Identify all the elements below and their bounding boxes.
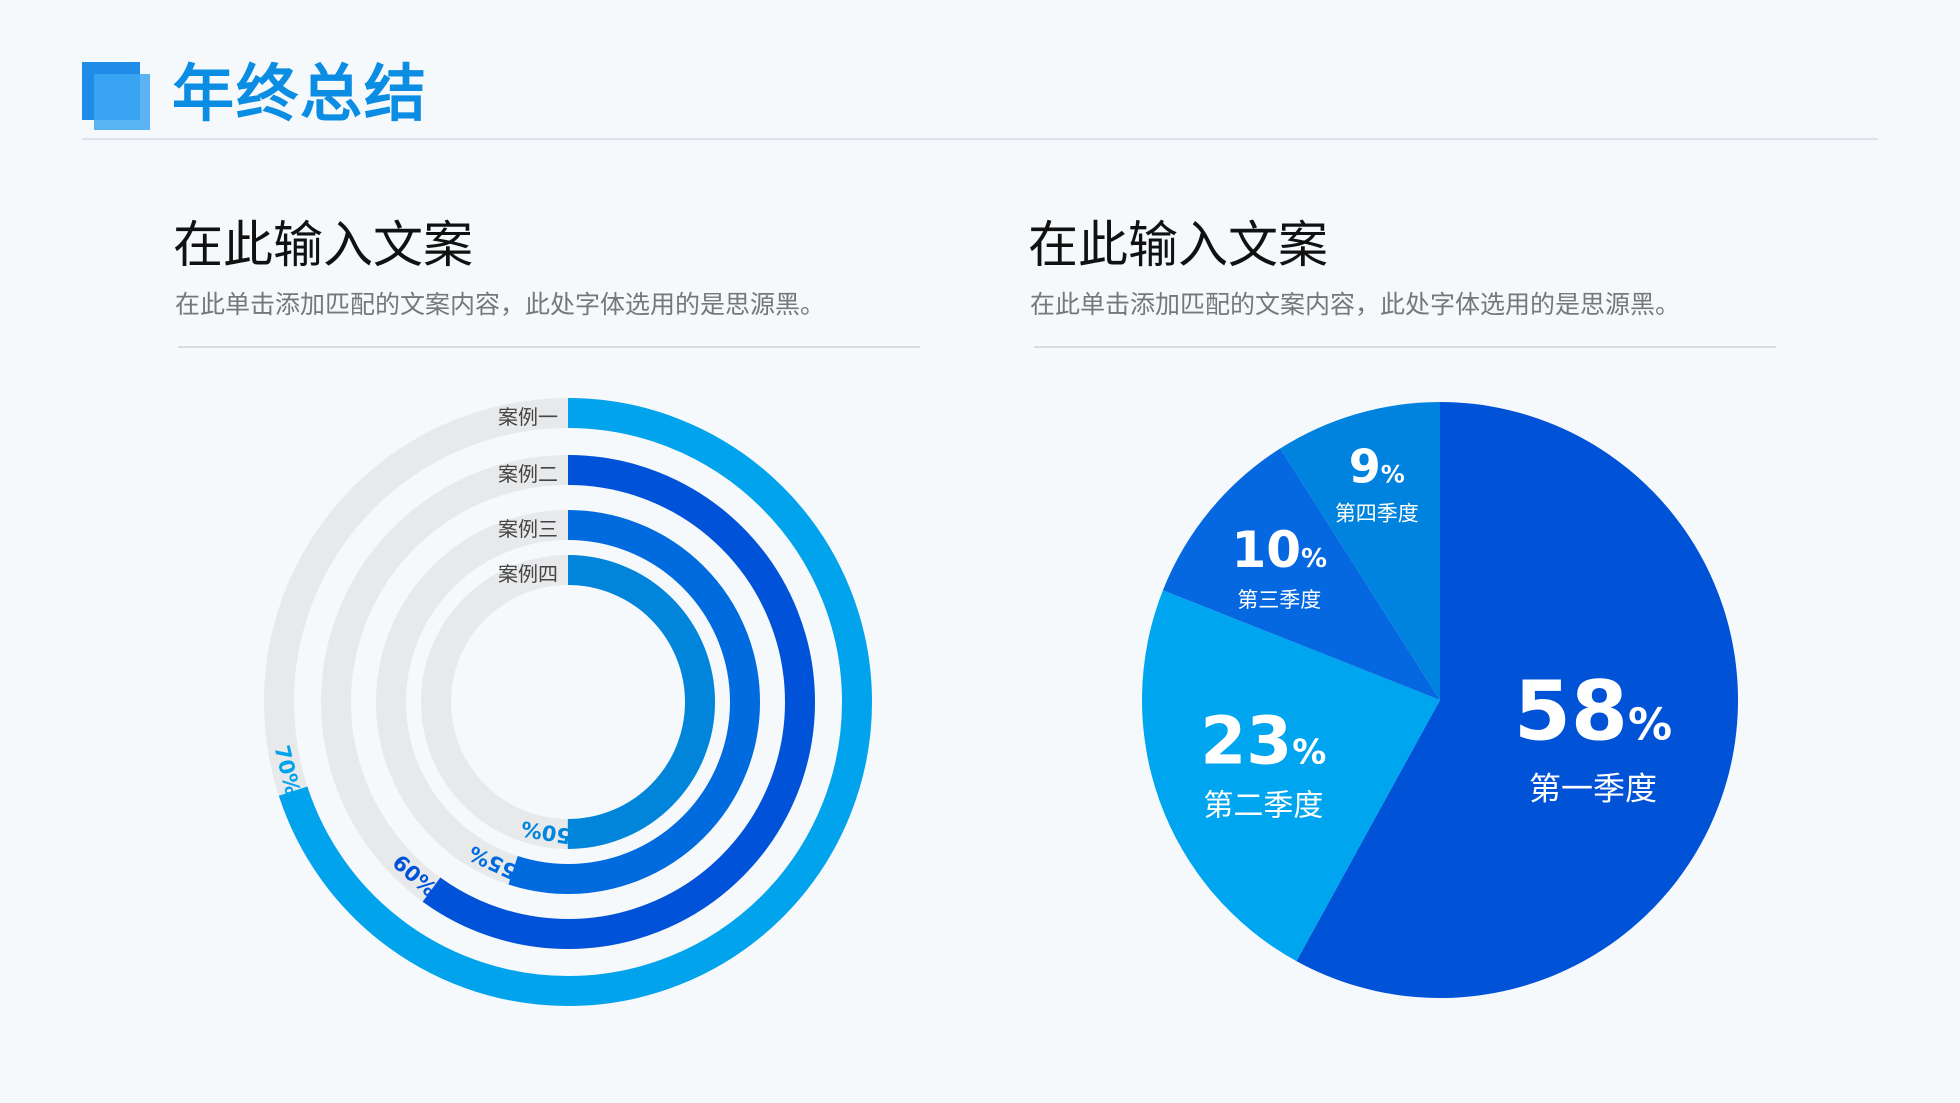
pie-value-label: 10% (1231, 521, 1327, 579)
title-divider (82, 138, 1878, 140)
ring-category-label: 案例一 (498, 405, 558, 429)
pie-category-label: 第四季度 (1335, 502, 1419, 526)
pie-value-label: 23% (1200, 703, 1326, 780)
ring-bar-one (264, 398, 872, 1006)
ring-bar-three (376, 510, 760, 894)
pie-slice-q1 (1296, 402, 1738, 998)
left-section-title: 在此输入文案 (173, 216, 473, 274)
pie-category-label: 第一季度 (1529, 769, 1657, 807)
ring-category-label: 案例三 (498, 517, 558, 541)
ring-category-label: 案例二 (498, 462, 558, 486)
page-title: 年终总结 (172, 57, 429, 130)
logo-squares-icon (82, 62, 152, 132)
pie-category-label: 第二季度 (1203, 789, 1323, 824)
pie-slice-q3 (1162, 448, 1440, 700)
pie-value-label: 9% (1349, 440, 1405, 494)
pie-slice-q4 (1280, 402, 1440, 700)
left-section-divider (178, 346, 920, 348)
left-section-description: 在此单击添加匹配的文案内容，此处字体选用的是思源黑。 (175, 290, 826, 319)
pie-slice-q2 (1142, 590, 1440, 962)
ring-category-label: 案例四 (498, 562, 558, 586)
pie-value-label: 58% (1514, 664, 1672, 759)
ring-bar-four (421, 555, 715, 849)
ring-bar-two (321, 455, 815, 949)
right-section-description: 在此单击添加匹配的文案内容，此处字体选用的是思源黑。 (1030, 290, 1681, 319)
pie-category-label: 第三季度 (1237, 588, 1321, 612)
right-section-divider (1034, 346, 1776, 348)
right-section-title: 在此输入文案 (1028, 216, 1328, 274)
